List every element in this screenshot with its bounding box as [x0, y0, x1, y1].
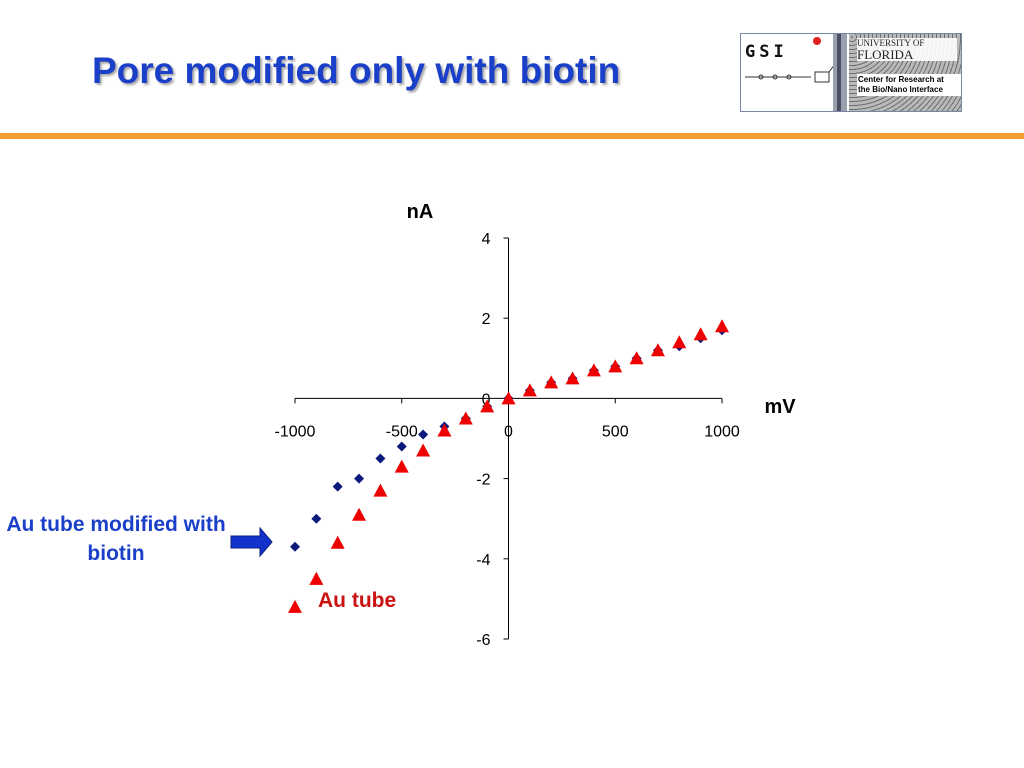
- triangle-point: [672, 335, 687, 349]
- triangle-point: [352, 507, 367, 521]
- triangle-point: [330, 535, 345, 549]
- triangle-point: [458, 411, 473, 425]
- triangle-point: [480, 399, 495, 413]
- triangle-point: [522, 383, 537, 397]
- triangle-point: [629, 351, 644, 365]
- triangle-point: [373, 483, 388, 497]
- chart-ticks: 4 2 0 -2 -4 -6 -1000 -500 0 500 1000: [275, 231, 740, 649]
- gsi-uf-logo: GSI UNIVERSITY OF FLORIDA Center for Res…: [740, 33, 962, 112]
- molecule-drawing-icon: [745, 34, 847, 111]
- y-tick-label: 2: [482, 311, 491, 328]
- triangle-point: [586, 363, 601, 377]
- diamond-point: [396, 441, 407, 452]
- orange-divider: [0, 133, 1024, 139]
- triangle-point: [608, 359, 623, 373]
- center-line-2: the Bio/Nano Interface: [858, 85, 943, 94]
- y-tick-label: -4: [476, 552, 490, 569]
- triangle-point: [544, 375, 559, 389]
- triangle-point: [288, 599, 302, 613]
- triangle-point: [715, 319, 729, 333]
- triangle-point: [650, 343, 665, 357]
- y-axis-title: nA: [407, 201, 434, 223]
- center-line-1: Center for Research at: [858, 75, 944, 84]
- uf-logo-panel: UNIVERSITY OF FLORIDA Center for Researc…: [849, 34, 961, 111]
- diamond-point: [290, 541, 300, 552]
- page-title: Pore modified only with biotin: [92, 50, 621, 91]
- triangle-point: [437, 423, 452, 437]
- triangle-point: [501, 391, 516, 405]
- center-name: Center for Research at the Bio/Nano Inte…: [857, 74, 961, 96]
- chart-marks: [288, 319, 729, 613]
- x-tick-label: -500: [386, 423, 418, 440]
- diamond-point: [354, 473, 365, 484]
- y-tick-label: -2: [476, 472, 490, 489]
- triangle-point: [309, 571, 324, 585]
- triangle-point: [416, 443, 431, 457]
- gsi-logo-text: GSI: [745, 42, 788, 62]
- x-tick-label: 1000: [704, 423, 740, 440]
- triangle-point: [394, 459, 409, 473]
- y-tick-label: 4: [482, 231, 491, 248]
- uf-wordmark: UNIVERSITY OF FLORIDA: [857, 38, 957, 61]
- diamond-point: [311, 513, 322, 524]
- x-axis-title: mV: [764, 396, 796, 418]
- x-tick-label: 0: [504, 423, 513, 440]
- diamond-point: [418, 429, 429, 440]
- diamond-point: [332, 481, 343, 492]
- y-tick-label: -6: [476, 632, 490, 649]
- triangle-point: [565, 371, 580, 385]
- red-series-callout: Au tube: [318, 589, 397, 612]
- x-tick-label: 500: [602, 423, 629, 440]
- uf-university-of: UNIVERSITY OF: [857, 38, 925, 48]
- blue-series-callout: Au tube modified with biotin: [6, 513, 226, 565]
- triangle-point: [693, 327, 708, 341]
- diamond-point: [375, 453, 386, 464]
- y-tick-label: 0: [482, 391, 491, 408]
- pointer-arrow-icon: [230, 526, 273, 558]
- uf-florida: FLORIDA: [857, 47, 914, 62]
- x-tick-label: -1000: [275, 423, 316, 440]
